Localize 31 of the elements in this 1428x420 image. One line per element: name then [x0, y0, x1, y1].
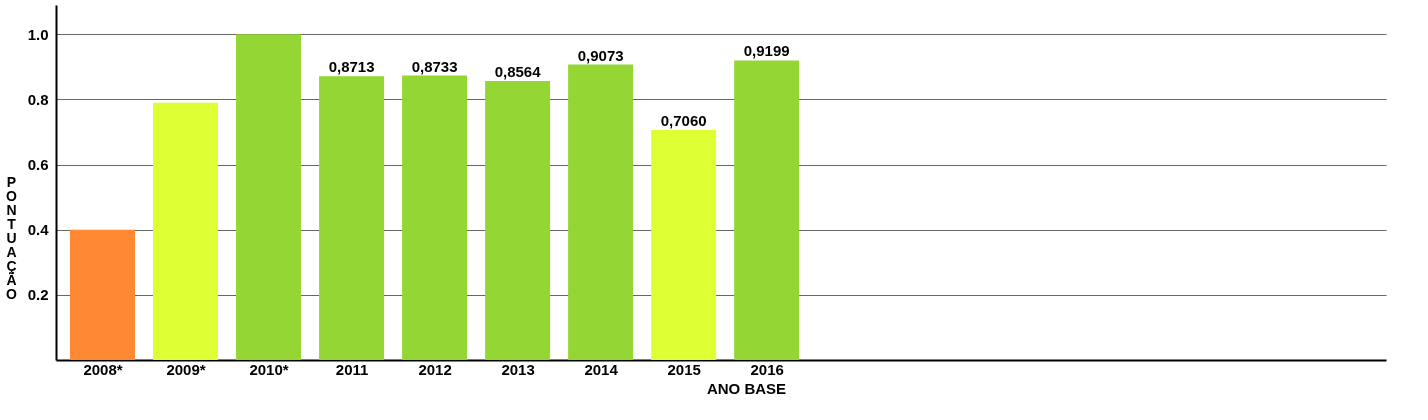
data-label: 0,8713	[328, 58, 375, 76]
data-label: 0,8733	[411, 57, 458, 75]
x-tick-label: 2016	[750, 360, 784, 378]
x-tick-label: 2010*	[249, 360, 289, 378]
data-label: 0,8564	[494, 63, 542, 81]
x-tick-label: 2009*	[166, 360, 206, 378]
y-tick-label: 1.0	[27, 25, 49, 43]
x-tick-label: 2014	[584, 360, 619, 378]
bar	[153, 102, 219, 360]
bar	[402, 75, 468, 360]
y-tick-label: 0.8	[27, 90, 49, 108]
x-tick-label: 2008*	[83, 360, 123, 378]
x-axis-title: ANO BASE	[706, 379, 787, 397]
data-label: 0,7060	[660, 112, 707, 130]
bar	[236, 34, 302, 360]
bar	[568, 64, 634, 360]
x-tick-label: 2015	[667, 360, 701, 378]
y-tick-label: 0.4	[27, 221, 50, 239]
bar	[485, 81, 551, 360]
x-tick-label: 2013	[501, 360, 535, 378]
x-tick-label: 2011	[335, 360, 369, 378]
x-tick-label: 2012	[418, 360, 452, 378]
y-tick-label: 0.6	[27, 156, 49, 174]
text: PONTUAÇÃO	[6, 174, 17, 302]
y-tick-label: 0.2	[27, 286, 49, 304]
data-label: 0,9199	[743, 42, 790, 60]
bar	[319, 76, 385, 360]
bar	[70, 229, 136, 360]
bar	[651, 130, 717, 360]
data-label: 0,9073	[577, 46, 624, 64]
bar	[734, 60, 800, 360]
